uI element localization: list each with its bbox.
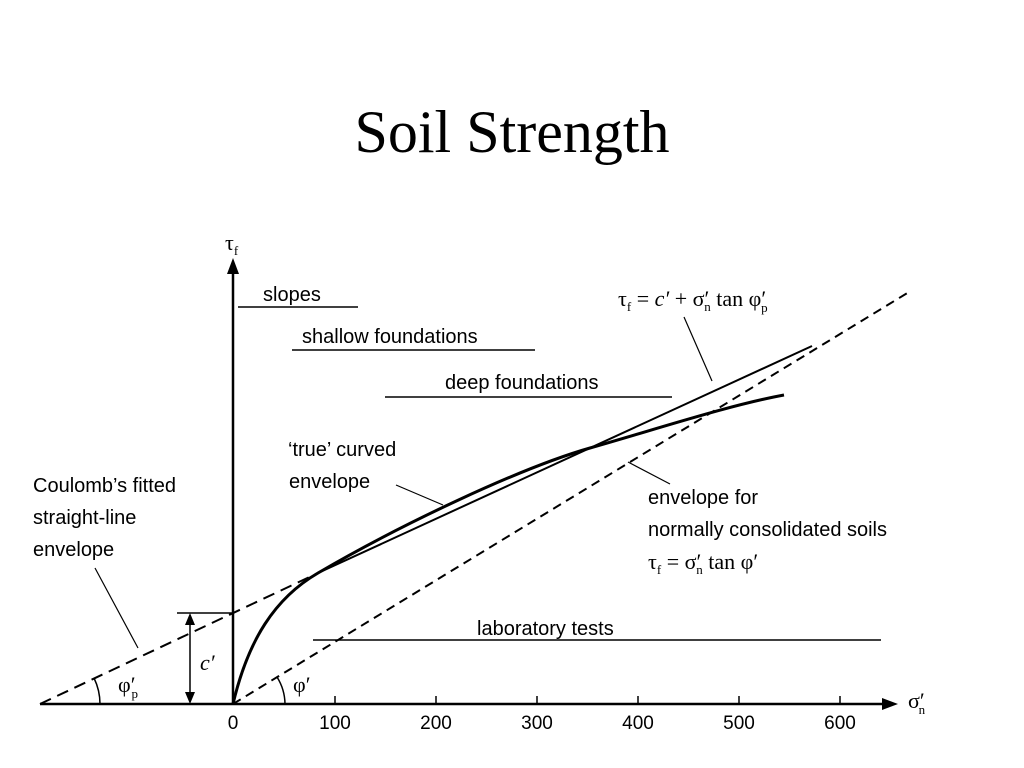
coulomb-label-line2: straight-line	[33, 507, 136, 529]
nc-leader	[627, 461, 671, 485]
x-tick-label: 500	[723, 713, 755, 734]
coulomb-envelope-solid	[317, 345, 813, 574]
envelopes	[39, 291, 910, 705]
x-axis-label: σ′n	[908, 688, 926, 717]
x-tick-label: 300	[521, 713, 553, 734]
true-curved-leader	[395, 484, 444, 506]
true-curved-label-line1: ‘true’ curved	[288, 439, 396, 461]
phi-p-label: φ′p	[118, 672, 138, 701]
leader-lines	[94, 316, 713, 649]
nc-envelope-dashed	[232, 291, 910, 705]
coulomb-label-line3: envelope	[33, 539, 114, 561]
phi-label: φ′	[293, 672, 311, 697]
nc-equation: τf = σ′n tan φ′	[648, 549, 758, 577]
annotations: ‘true’ curved envelope Coulomb’s fitted …	[33, 286, 887, 577]
x-tick-labels: 0 100 200 300 400 500 600	[228, 713, 856, 734]
coulomb-equation-leader	[683, 316, 713, 382]
slopes-range-label: slopes	[263, 284, 321, 306]
x-tick-label: 0	[228, 713, 239, 734]
coulomb-label-line1: Coulomb’s fitted	[33, 475, 176, 497]
x-tick-label: 400	[622, 713, 654, 734]
coulomb-envelope-dashed	[39, 572, 319, 705]
x-tick-label: 200	[420, 713, 452, 734]
x-axis-arrow	[882, 698, 898, 710]
axes: 0 100 200 300 400 500 600 τf σ′n	[40, 230, 926, 734]
shallow-foundations-range-label: shallow foundations	[302, 326, 478, 348]
nc-label-line2: normally consolidated soils	[648, 519, 887, 541]
phi-p-arc	[93, 677, 101, 705]
c-prime-label: c′	[200, 650, 216, 675]
x-tick-label: 600	[824, 713, 856, 734]
y-axis-label: τf	[225, 230, 239, 258]
laboratory-tests-range-label: laboratory tests	[477, 618, 614, 640]
c-prime-arrow-down	[185, 692, 195, 704]
phi-arc	[276, 676, 286, 705]
c-prime-arrow-up	[185, 613, 195, 625]
x-ticks	[334, 696, 841, 704]
true-curved-label-line2: envelope	[289, 471, 370, 493]
page-title: Soil Strength	[354, 99, 670, 165]
coulomb-leader	[94, 567, 139, 649]
true-curved-envelope	[231, 393, 785, 705]
nc-label-line1: envelope for	[648, 487, 758, 509]
c-prime-marker: c′	[177, 612, 233, 704]
deep-foundations-range-label: deep foundations	[445, 372, 598, 394]
range-bars: slopes shallow foundations deep foundati…	[238, 284, 881, 641]
coulomb-equation: τf = c′ + σ′n tan φ′p	[618, 286, 768, 315]
angle-markers: φ′p φ′	[93, 672, 311, 705]
x-tick-label: 100	[319, 713, 351, 734]
y-axis-arrow	[227, 258, 239, 274]
